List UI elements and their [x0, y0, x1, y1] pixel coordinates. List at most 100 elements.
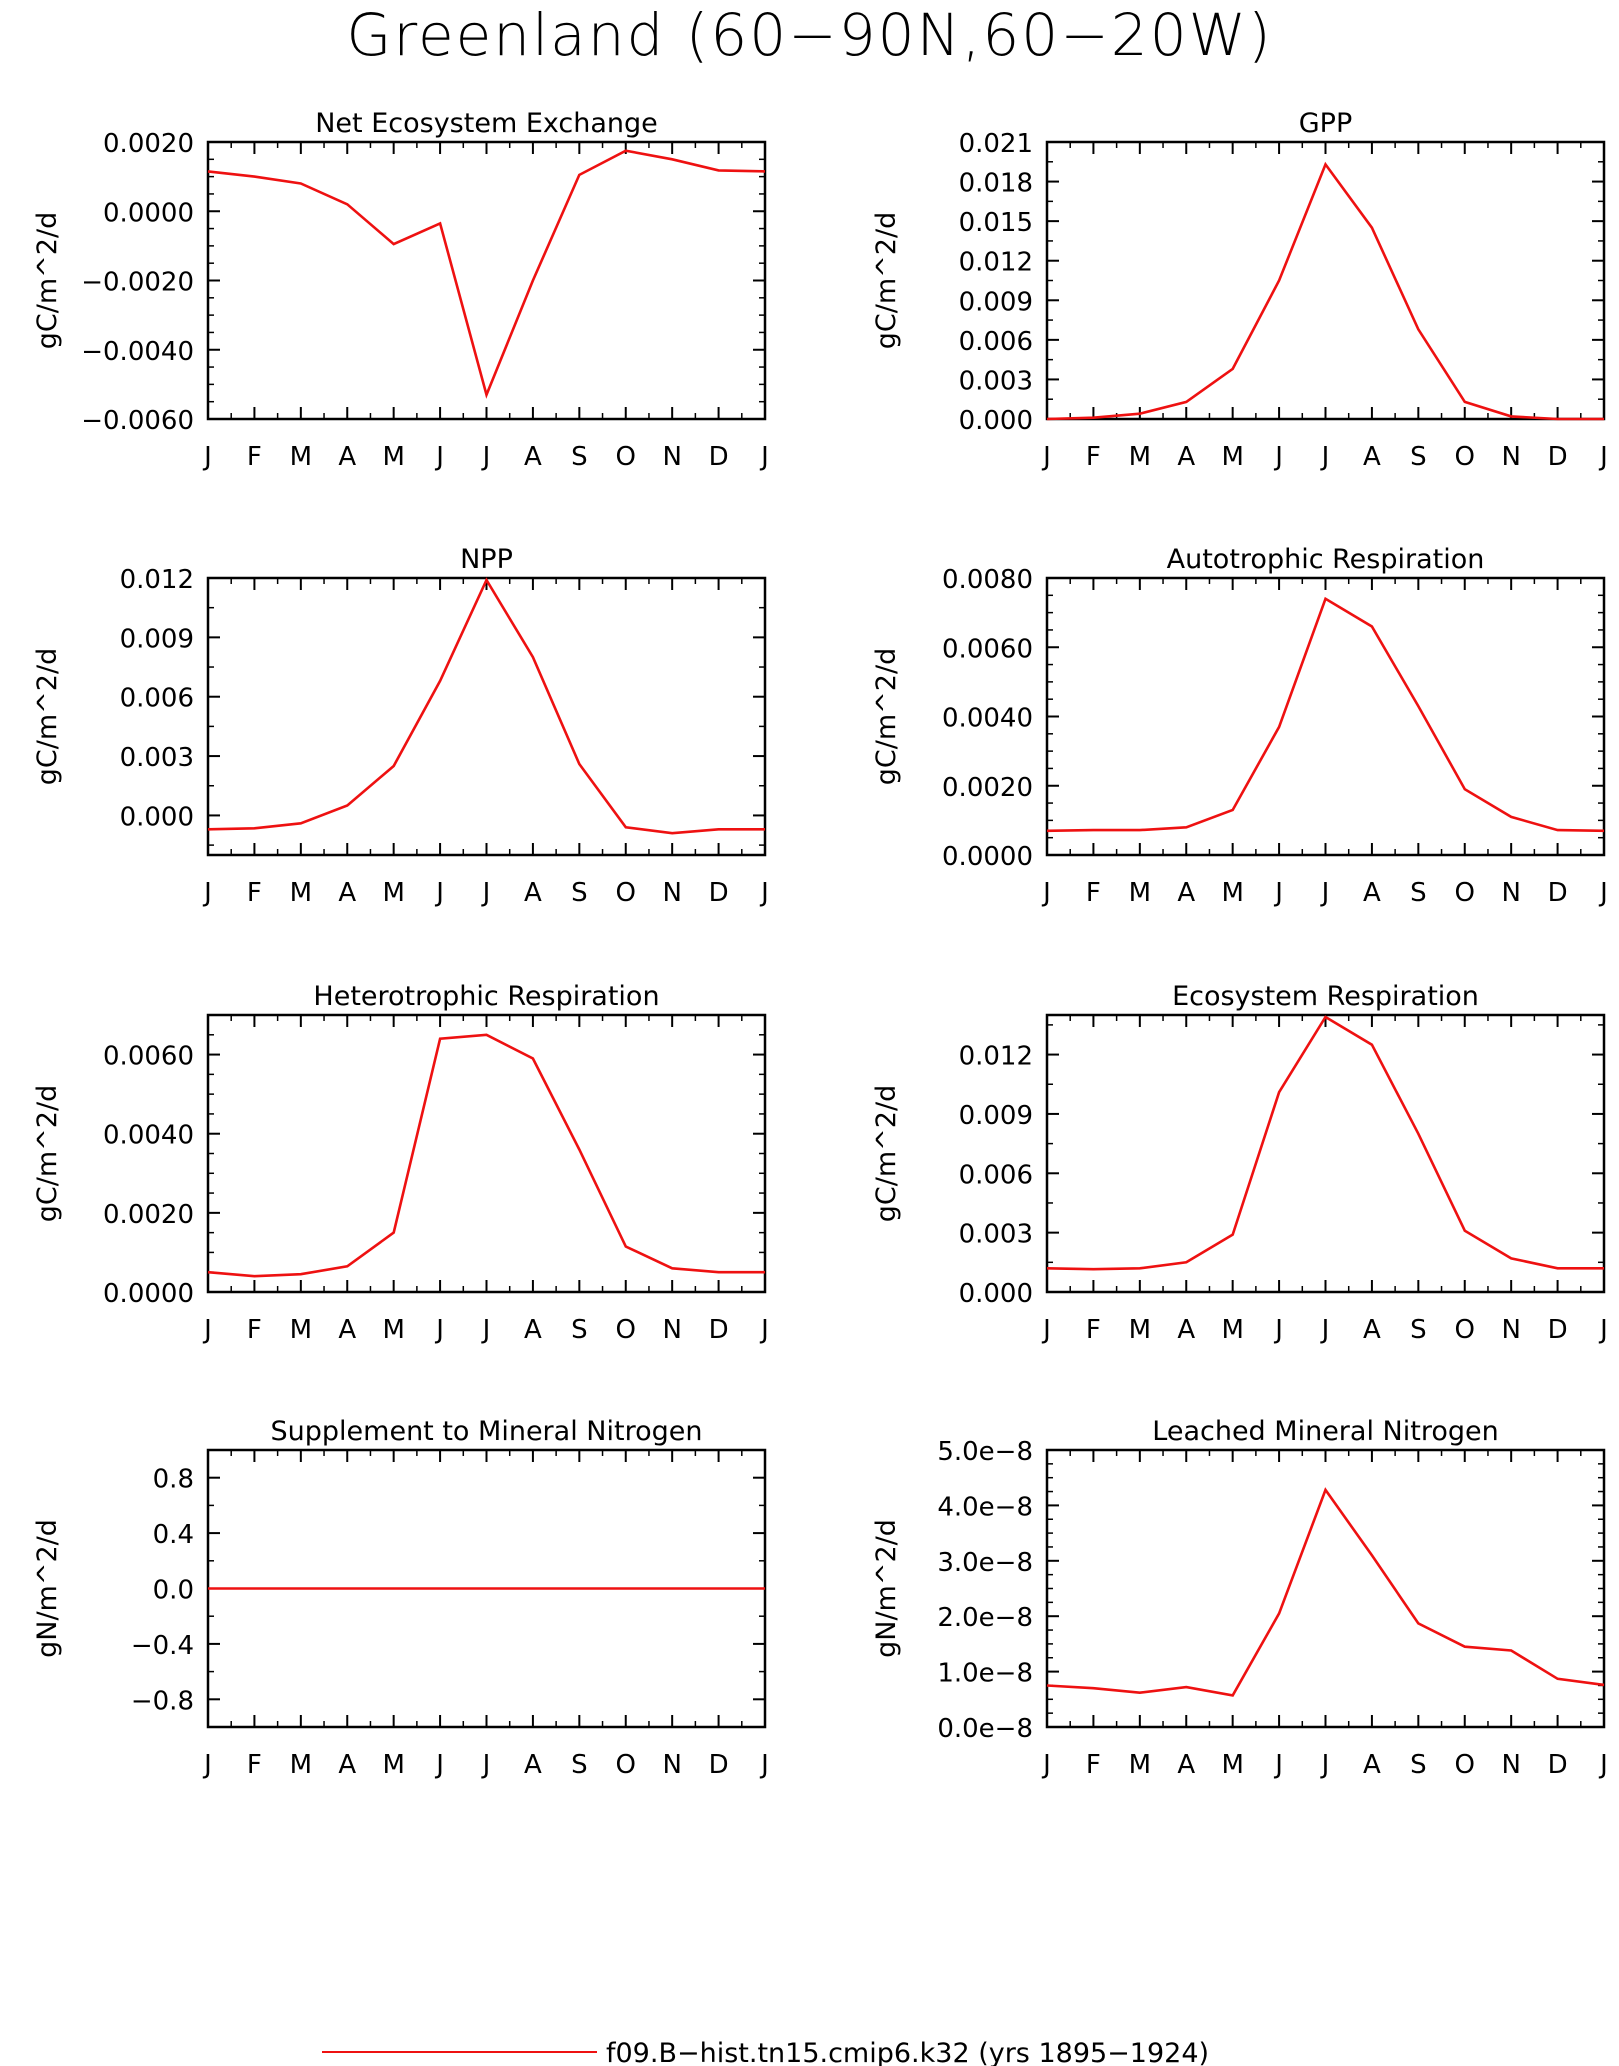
x-tick-label: O: [1455, 442, 1475, 472]
x-tick-label: O: [616, 1315, 636, 1345]
x-tick-label: J: [1320, 442, 1330, 472]
x-tick-label: A: [338, 442, 356, 472]
y-tick-label: 0.0: [153, 1576, 194, 1606]
y-tick-label: 0.012: [959, 1042, 1033, 1072]
x-tick-label: F: [1086, 878, 1101, 908]
x-tick-label: O: [616, 1750, 636, 1780]
x-tick-label: A: [338, 878, 356, 908]
x-tick-label: A: [1177, 1315, 1195, 1345]
x-tick-label: F: [247, 442, 262, 472]
x-tick-label: J: [1041, 878, 1051, 908]
y-tick-label: −0.0060: [81, 406, 194, 436]
x-tick-label: J: [1598, 1315, 1608, 1345]
x-tick-label: J: [481, 442, 491, 472]
x-tick-label: J: [1598, 442, 1608, 472]
y-tick-label: 0.000: [120, 802, 194, 832]
y-tick-label: 4.0e−8: [937, 1492, 1033, 1522]
plot-frame: [1045, 576, 1606, 857]
x-tick-label: J: [434, 1750, 444, 1780]
panel-5: J F M A M J J A S O N D J0.00000.00200.00400.0060Het…: [32, 981, 769, 1345]
x-tick-label: A: [1363, 1315, 1381, 1345]
plot-frame: [1045, 140, 1606, 421]
x-tick-label: O: [616, 442, 636, 472]
series-line: [1046, 1015, 1604, 1271]
x-tick-label: N: [1501, 878, 1520, 908]
y-tick-label: 0.0e−8: [937, 1714, 1033, 1744]
y-tick-label: 0.006: [120, 684, 194, 714]
x-tick-label: J: [481, 1315, 491, 1345]
x-tick-label: J: [1598, 878, 1608, 908]
legend: f09.B−hist.tn15.cmip6.k32 (yrs 1895−1924…: [322, 2038, 1209, 2066]
y-tick-label: 0.015: [959, 208, 1033, 238]
plot-frame: [206, 1013, 767, 1294]
x-tick-label: D: [1548, 1750, 1568, 1780]
x-tick-label: A: [1363, 878, 1381, 908]
x-tick-label: J: [202, 1315, 212, 1345]
y-tick-label: 0.018: [959, 169, 1033, 199]
x-tick-label: M: [1129, 1315, 1151, 1345]
x-tick-label: M: [1221, 442, 1243, 472]
x-tick-label: J: [1598, 1750, 1608, 1780]
y-tick-label: 0.0020: [103, 129, 194, 159]
panel-title: Leached Mineral Nitrogen: [1152, 1416, 1498, 1447]
x-tick-label: A: [524, 1750, 542, 1780]
x-tick-label: A: [524, 1315, 542, 1345]
x-tick-label: A: [524, 878, 542, 908]
y-tick-label: 0.0020: [103, 1200, 194, 1230]
y-tick-label: 0.009: [120, 624, 194, 654]
x-tick-label: F: [247, 1750, 262, 1780]
x-tick-label: J: [481, 878, 491, 908]
panel-2: J F M A M J J A S O N D J0.0000.0030.0060.0090.0120.…: [871, 108, 1608, 472]
y-tick-label: 0.0080: [942, 565, 1033, 595]
x-tick-label: J: [1041, 442, 1051, 472]
x-tick-label: J: [202, 878, 212, 908]
x-tick-label: D: [1548, 878, 1568, 908]
x-tick-label: S: [571, 1750, 588, 1780]
y-tick-label: 0.0060: [942, 634, 1033, 664]
x-tick-label: M: [382, 1315, 404, 1345]
panel-title: Supplement to Mineral Nitrogen: [271, 1416, 703, 1447]
series-line: [1046, 161, 1604, 421]
y-axis-label: gC/m^2/d: [871, 212, 902, 349]
y-axis-label: gC/m^2/d: [871, 1085, 902, 1222]
x-tick-label: S: [571, 442, 588, 472]
x-tick-label: M: [382, 878, 404, 908]
x-tick-label: F: [1086, 1315, 1101, 1345]
x-tick-label: O: [1455, 878, 1475, 908]
y-axis-label: gN/m^2/d: [32, 1519, 63, 1658]
x-tick-label: D: [709, 878, 729, 908]
x-tick-label: A: [338, 1315, 356, 1345]
x-tick-label: M: [290, 442, 312, 472]
x-tick-label: N: [1501, 442, 1520, 472]
y-tick-label: 0.003: [120, 743, 194, 773]
y-tick-label: 0.0040: [942, 704, 1033, 734]
y-tick-label: 0.0040: [103, 1121, 194, 1151]
plot-frame: [1045, 1013, 1606, 1294]
y-tick-label: 0.0000: [942, 842, 1033, 872]
x-tick-label: J: [759, 442, 769, 472]
y-tick-label: 0.0060: [103, 1042, 194, 1072]
x-tick-label: F: [247, 878, 262, 908]
y-tick-label: 0.0000: [103, 198, 194, 228]
y-tick-label: 0.006: [959, 327, 1033, 357]
series-line: [1046, 1487, 1605, 1697]
x-tick-label: M: [1129, 442, 1151, 472]
y-axis-label: gC/m^2/d: [32, 1085, 63, 1222]
y-axis-label: gC/m^2/d: [32, 648, 63, 785]
y-tick-label: 0.0020: [942, 773, 1033, 803]
panel-title: Autotrophic Respiration: [1167, 544, 1485, 575]
x-tick-label: A: [1177, 1750, 1195, 1780]
y-tick-label: 0.021: [959, 129, 1033, 159]
x-tick-label: M: [382, 1750, 404, 1780]
x-tick-label: A: [524, 442, 542, 472]
x-tick-label: M: [1129, 878, 1151, 908]
y-tick-label: 0.009: [959, 1101, 1033, 1131]
y-tick-label: 2.0e−8: [937, 1603, 1033, 1633]
x-tick-label: J: [481, 1750, 491, 1780]
x-tick-label: J: [759, 1750, 769, 1780]
series-line: [1046, 596, 1605, 833]
x-tick-label: M: [382, 442, 404, 472]
x-tick-label: J: [1273, 442, 1283, 472]
x-tick-label: S: [1410, 878, 1427, 908]
y-tick-label: −0.4: [131, 1631, 194, 1661]
